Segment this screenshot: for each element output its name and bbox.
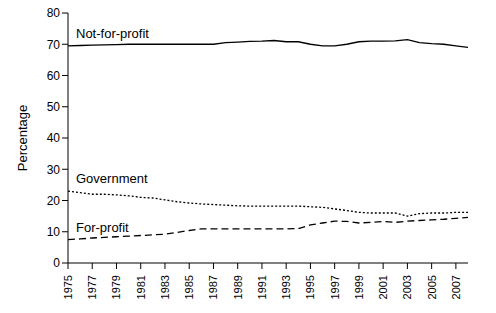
svg-text:1991: 1991 (256, 275, 268, 299)
svg-text:1987: 1987 (207, 275, 219, 299)
svg-text:1999: 1999 (353, 275, 365, 299)
svg-text:Percentage: Percentage (15, 105, 30, 172)
svg-text:60: 60 (47, 69, 61, 83)
svg-text:1981: 1981 (135, 275, 147, 299)
svg-text:Not-for-profit: Not-for-profit (76, 26, 149, 41)
svg-text:1995: 1995 (304, 275, 316, 299)
svg-text:2003: 2003 (401, 275, 413, 299)
svg-text:Government: Government (76, 171, 148, 186)
svg-text:1975: 1975 (62, 275, 74, 299)
svg-text:1977: 1977 (86, 275, 98, 299)
svg-text:1989: 1989 (232, 275, 244, 299)
svg-text:1979: 1979 (110, 275, 122, 299)
svg-text:0: 0 (53, 256, 60, 270)
svg-text:70: 70 (47, 38, 61, 52)
svg-text:2005: 2005 (426, 275, 438, 299)
svg-text:1985: 1985 (183, 275, 195, 299)
svg-text:2007: 2007 (450, 275, 462, 299)
svg-text:1983: 1983 (159, 275, 171, 299)
svg-text:For-profit: For-profit (76, 220, 129, 235)
svg-text:1997: 1997 (329, 275, 341, 299)
svg-text:1993: 1993 (280, 275, 292, 299)
svg-text:50: 50 (47, 100, 61, 114)
svg-text:80: 80 (47, 8, 61, 20)
svg-text:30: 30 (47, 163, 61, 177)
svg-text:20: 20 (47, 194, 61, 208)
svg-text:40: 40 (47, 131, 61, 145)
svg-text:10: 10 (47, 225, 61, 239)
svg-text:2001: 2001 (377, 275, 389, 299)
